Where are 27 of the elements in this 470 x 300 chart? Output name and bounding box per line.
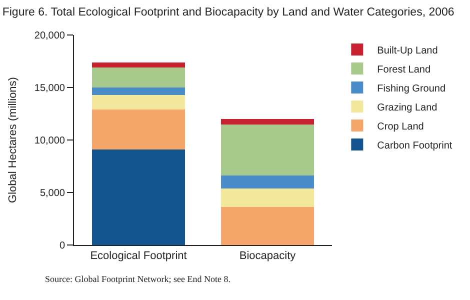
bar <box>221 176 314 188</box>
bar <box>92 110 185 150</box>
y-axis-title: Global Hectares (millions) <box>7 77 20 203</box>
bar <box>92 62 185 68</box>
chart-title: Figure 6. Total Ecological Footprint and Biocapacity by Land and Water Categories, 2006 <box>2 6 454 19</box>
legend-label: Crop Land <box>377 121 424 132</box>
legend-label: Built-Up Land <box>377 45 438 56</box>
legend-label: Carbon Footprint <box>377 140 452 152</box>
bar <box>92 88 185 95</box>
legend-label: Fishing Ground <box>377 83 446 94</box>
legend-label: Forest Land <box>377 64 431 76</box>
x-tick-label: Ecological Footprint <box>90 250 187 262</box>
legend-label: Grazing Land <box>377 102 438 114</box>
x-tick-label: Biocapacity <box>239 250 296 262</box>
bar <box>221 124 314 176</box>
bar <box>221 119 314 124</box>
y-tick-label: 10,000 <box>34 136 66 146</box>
y-tick-label: 20,000 <box>34 30 66 42</box>
y-tick-label: 0 <box>59 240 66 252</box>
y-tick-label: 5,000 <box>40 188 66 199</box>
bar <box>221 188 314 208</box>
source-note: Source: Global Footprint Network; see End Note 8. <box>45 274 230 284</box>
bar <box>221 207 314 245</box>
bar <box>92 68 185 88</box>
y-tick-label: 15,000 <box>34 83 66 94</box>
bar <box>92 149 185 245</box>
bar <box>92 94 185 110</box>
